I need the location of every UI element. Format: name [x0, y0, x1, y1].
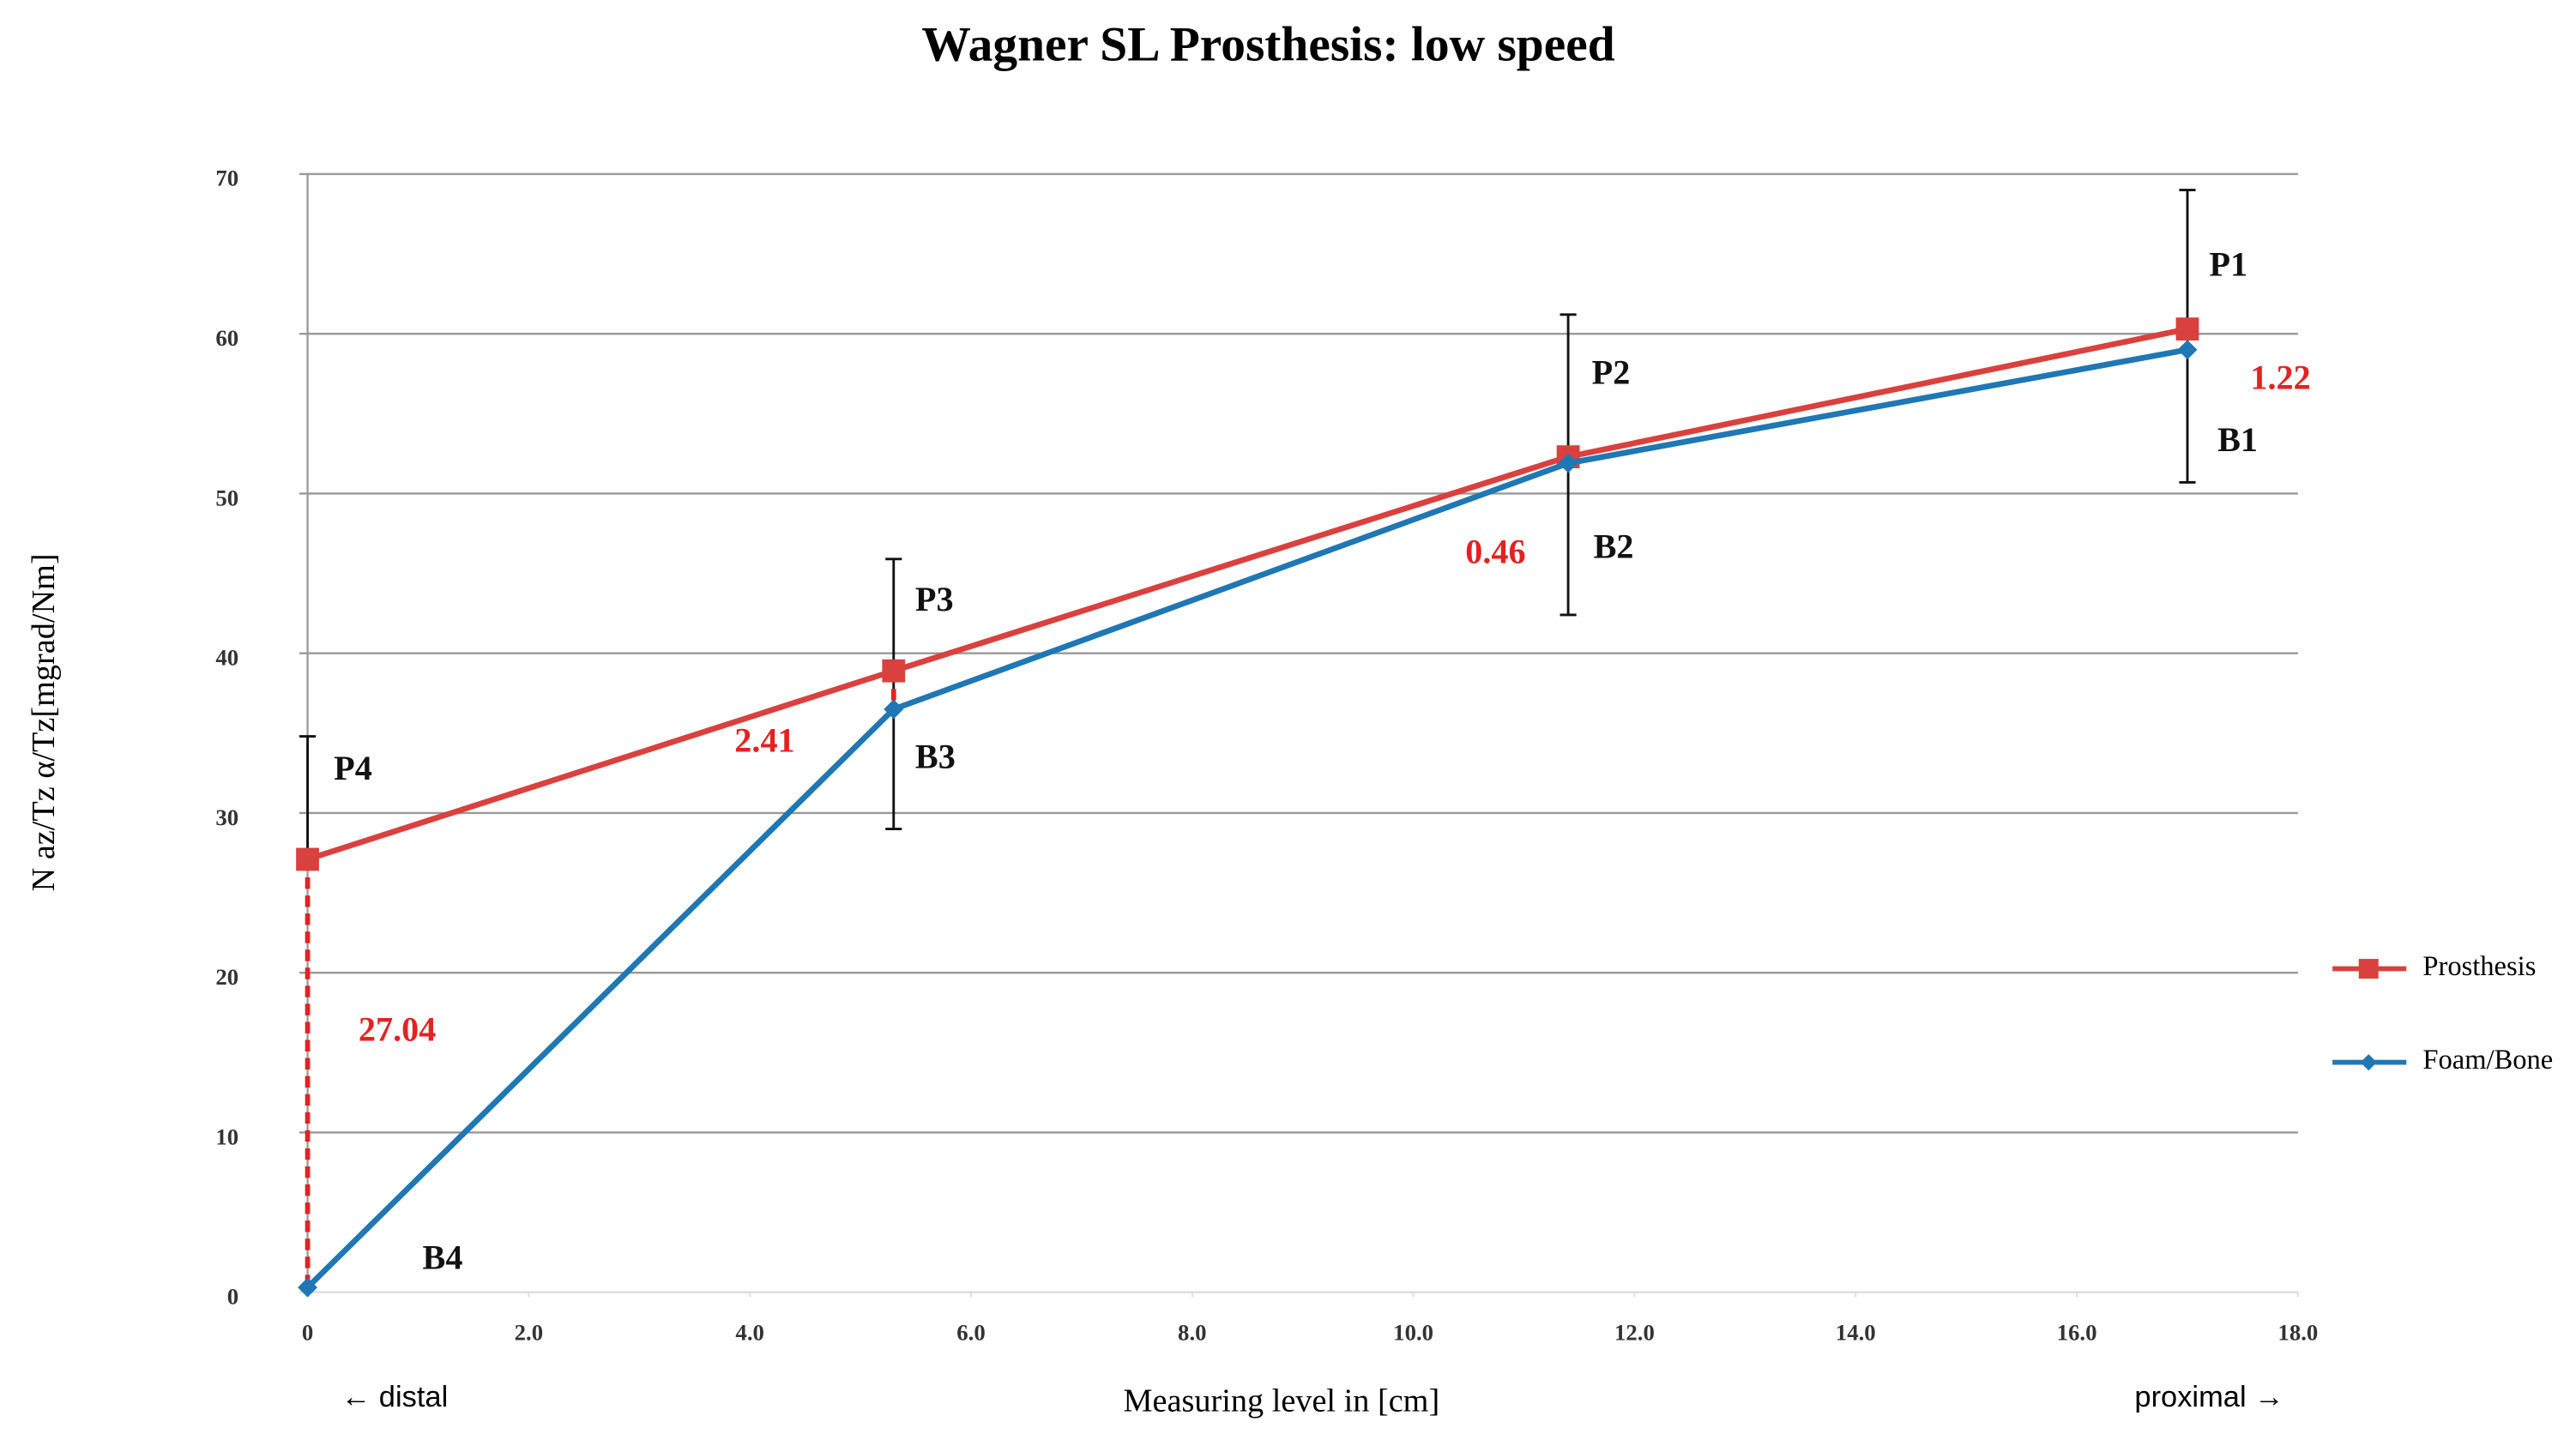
annotation: 2.41: [734, 720, 794, 759]
y-tick-label: 40: [215, 645, 238, 671]
annotation: P1: [2210, 244, 2248, 283]
y-tick-label: 20: [215, 964, 238, 990]
marker: [2177, 340, 2198, 360]
x-tick-label: 6.0: [956, 1320, 986, 1346]
marker: [882, 659, 906, 683]
annotation: B4: [423, 1238, 463, 1277]
legend-label: Prosthesis: [2422, 951, 2536, 982]
annotation: B1: [2217, 420, 2258, 459]
x-tick-label: 0: [302, 1320, 313, 1346]
x-tick-label: 12.0: [1614, 1320, 1655, 1346]
x-tick-label: 8.0: [1178, 1320, 1207, 1346]
marker: [296, 847, 319, 871]
annotation: B2: [1594, 527, 1634, 566]
annotation: B3: [915, 738, 956, 776]
x-left-note: ← distal: [341, 1381, 448, 1413]
chart-title: Wagner SL Prosthesis: low speed: [921, 18, 1614, 72]
marker: [884, 699, 904, 720]
y-tick-label: 70: [215, 166, 238, 191]
annotation: 27.04: [359, 1009, 436, 1048]
x-tick-label: 2.0: [515, 1320, 543, 1346]
x-tick-label: 4.0: [735, 1320, 763, 1346]
annotation: 0.46: [1465, 532, 1525, 570]
annotation: P3: [915, 580, 954, 618]
marker: [1558, 453, 1578, 473]
y-tick-label: 60: [215, 325, 238, 351]
marker: [298, 1277, 318, 1298]
legend-marker: [2360, 1054, 2377, 1071]
legend-label: Foam/Bone: [2422, 1045, 2553, 1075]
legend-marker: [2358, 959, 2379, 979]
y-axis-label: N az/Tz α/Tz[mgrad/Nm]: [26, 553, 62, 891]
marker: [2175, 317, 2199, 341]
series-line: [306, 326, 2188, 863]
x-tick-label: 10.0: [1393, 1320, 1433, 1346]
annotation: P4: [334, 749, 372, 787]
series-line: [305, 346, 2188, 1290]
annotation: P2: [1592, 353, 1631, 392]
annotation: 1.22: [2250, 358, 2310, 396]
x-tick-label: 14.0: [1836, 1320, 1876, 1346]
y-tick-label: 30: [215, 804, 238, 830]
y-tick-label: 10: [215, 1124, 238, 1149]
x-tick-label: 16.0: [2057, 1320, 2097, 1346]
x-right-note: proximal →: [2134, 1381, 2283, 1413]
x-tick-label: 18.0: [2277, 1320, 2318, 1346]
y-tick-label: 50: [215, 485, 238, 510]
y-tick-label: 0: [227, 1284, 238, 1310]
x-axis-label: Measuring level in [cm]: [1123, 1383, 1439, 1419]
